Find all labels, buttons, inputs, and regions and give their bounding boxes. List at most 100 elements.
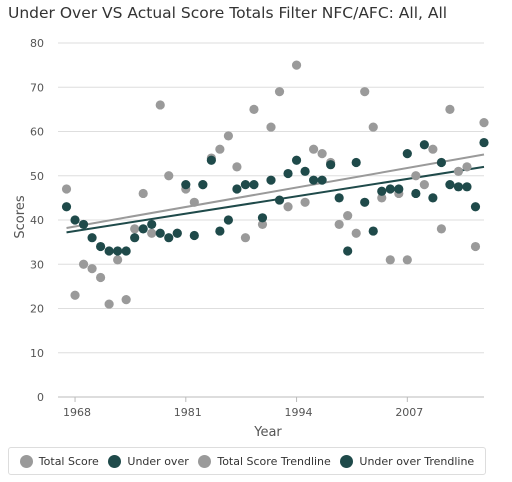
total-score-point-1979[interactable] xyxy=(164,171,174,181)
under-over-point-2014[interactable] xyxy=(462,182,472,192)
total-score-point-2003[interactable] xyxy=(368,122,378,132)
legend-item-under-over[interactable]: Under over xyxy=(108,454,189,468)
total-score-point-1996[interactable] xyxy=(309,144,319,154)
total-score-point-2013[interactable] xyxy=(453,166,464,176)
total-score-point-2012[interactable] xyxy=(445,104,455,114)
legend-item-under-over-trendline[interactable]: Under over Trendline xyxy=(340,454,474,468)
total-score-point-1997[interactable] xyxy=(317,149,327,159)
under-over-point-1984[interactable] xyxy=(206,155,216,165)
total-score-point-2007[interactable] xyxy=(402,255,412,265)
under-over-point-1981[interactable] xyxy=(181,180,191,190)
under-over-point-1979[interactable] xyxy=(164,233,174,243)
total-score-point-2008[interactable] xyxy=(411,171,421,181)
under-over-point-1971[interactable] xyxy=(96,241,106,252)
total-score-point-1975[interactable] xyxy=(130,224,140,234)
under-over-point-2015[interactable] xyxy=(470,202,481,212)
under-over-point-2009[interactable] xyxy=(419,140,429,150)
under-over-point-1970[interactable] xyxy=(87,233,97,243)
under-over-point-2004[interactable] xyxy=(377,186,387,196)
total-score-point-1989[interactable] xyxy=(249,104,259,114)
total-score-point-1986[interactable] xyxy=(223,131,233,141)
total-score-point-1992[interactable] xyxy=(274,87,285,97)
total-score-point-1971[interactable] xyxy=(96,272,106,283)
under-over-point-1991[interactable] xyxy=(266,175,276,185)
under-over-point-2011[interactable] xyxy=(436,157,446,168)
under-over-point-2012[interactable] xyxy=(445,180,455,190)
under-over-point-1986[interactable] xyxy=(223,215,233,225)
under-over-point-2010[interactable] xyxy=(428,193,438,203)
under-over-point-1976[interactable] xyxy=(138,224,148,234)
under-over-point-2013[interactable] xyxy=(453,182,464,192)
total-score-point-1969[interactable] xyxy=(78,259,89,269)
total-score-point-1976[interactable] xyxy=(138,188,148,199)
total-score-point-2011[interactable] xyxy=(436,224,446,234)
total-score-point-2014[interactable] xyxy=(462,162,472,172)
total-score-point-1995[interactable] xyxy=(300,197,310,207)
y-tick-label-0: 0 xyxy=(37,391,44,404)
under-over-point-1987[interactable] xyxy=(232,184,242,194)
under-over-point-2000[interactable] xyxy=(343,246,353,256)
total-score-point-2004[interactable] xyxy=(377,193,387,203)
total-score-point-1988[interactable] xyxy=(240,233,251,243)
total-score-point-1993[interactable] xyxy=(283,202,293,212)
under-over-point-1977[interactable] xyxy=(147,219,157,230)
under-over-point-1995[interactable] xyxy=(300,166,310,176)
under-over-point-1997[interactable] xyxy=(317,175,327,185)
under-over-point-2008[interactable] xyxy=(411,188,421,199)
total-score-point-1978[interactable] xyxy=(155,100,165,110)
under-over-point-1998[interactable] xyxy=(326,160,336,170)
total-score-point-1987[interactable] xyxy=(232,162,242,172)
total-score-point-1967[interactable] xyxy=(61,184,72,194)
legend-item-total-score-trendline[interactable]: Total Score Trendline xyxy=(198,454,331,468)
under-over-point-1992[interactable] xyxy=(274,195,285,205)
total-score-point-1990[interactable] xyxy=(257,219,268,230)
total-score-point-2015[interactable] xyxy=(470,241,481,252)
total-score-point-2005[interactable] xyxy=(385,255,395,265)
under-over-point-2005[interactable] xyxy=(385,184,395,194)
under-over-point-2003[interactable] xyxy=(368,226,378,236)
total-score-point-1968[interactable] xyxy=(70,290,80,300)
total-score-point-1970[interactable] xyxy=(87,264,97,274)
under-over-point-2016[interactable] xyxy=(479,137,489,148)
total-score-point-1977[interactable] xyxy=(147,228,157,238)
total-score-point-1982[interactable] xyxy=(189,197,199,207)
under-over-point-1973[interactable] xyxy=(113,246,123,256)
total-score-point-2001[interactable] xyxy=(351,228,361,238)
under-over-point-1980[interactable] xyxy=(172,228,182,238)
under-over-point-1967[interactable] xyxy=(61,202,72,212)
y-axis-label: Scores xyxy=(13,195,28,238)
legend-item-total-score[interactable]: Total Score xyxy=(19,454,99,468)
under-over-point-1975[interactable] xyxy=(130,233,140,243)
under-over-point-2007[interactable] xyxy=(402,149,412,159)
under-over-point-1989[interactable] xyxy=(249,180,259,190)
total-score-point-2010[interactable] xyxy=(428,144,438,154)
total-score-point-1994[interactable] xyxy=(291,60,302,70)
under-over-point-1993[interactable] xyxy=(283,168,293,179)
under-over-point-1985[interactable] xyxy=(215,226,225,236)
total-score-point-2009[interactable] xyxy=(419,180,429,190)
under-over-point-1968[interactable] xyxy=(70,215,80,225)
under-over-point-2001[interactable] xyxy=(351,157,361,168)
total-score-point-2016[interactable] xyxy=(479,118,489,128)
under-over-point-1983[interactable] xyxy=(198,180,208,190)
under-over-point-2002[interactable] xyxy=(360,197,370,207)
under-over-point-1996[interactable] xyxy=(309,175,319,185)
total-score-point-1999[interactable] xyxy=(334,219,344,230)
total-score-point-1974[interactable] xyxy=(121,295,131,305)
under-over-point-1994[interactable] xyxy=(291,155,302,165)
total-score-point-2000[interactable] xyxy=(343,210,353,221)
total-score-point-2002[interactable] xyxy=(360,87,370,97)
under-over-point-1978[interactable] xyxy=(155,228,165,238)
under-over-point-1982[interactable] xyxy=(189,230,199,241)
total-score-point-1972[interactable] xyxy=(104,299,114,309)
under-over-point-1972[interactable] xyxy=(104,246,114,256)
under-over-point-2006[interactable] xyxy=(394,184,404,194)
under-over-point-1999[interactable] xyxy=(334,193,344,203)
total-score-point-1973[interactable] xyxy=(113,255,123,265)
under-over-point-1969[interactable] xyxy=(78,219,89,230)
under-over-point-1974[interactable] xyxy=(121,246,131,256)
total-score-point-1991[interactable] xyxy=(266,122,276,132)
under-over-point-1988[interactable] xyxy=(240,180,251,190)
under-over-point-1990[interactable] xyxy=(257,213,268,223)
total-score-point-1985[interactable] xyxy=(215,144,225,154)
